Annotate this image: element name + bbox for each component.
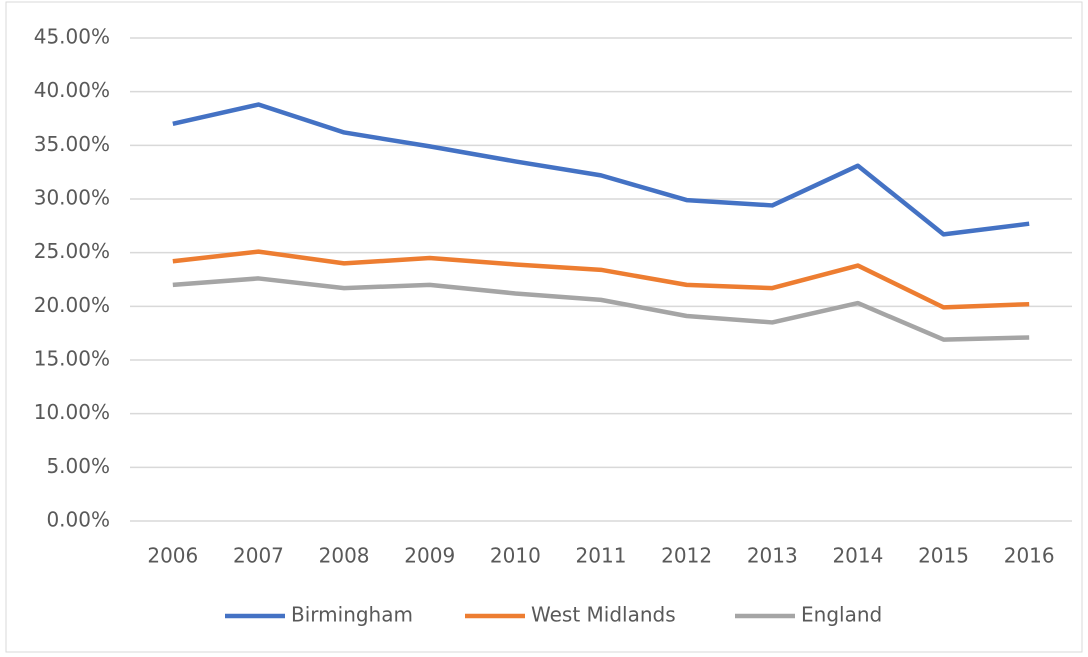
- x-tick-label: 2009: [404, 544, 455, 568]
- series-line: [172, 276, 1030, 342]
- y-tick-label: 0.00%: [46, 508, 110, 532]
- legend-label: West Midlands: [531, 603, 676, 627]
- y-tick-label: 10.00%: [34, 400, 110, 424]
- y-tick-label: 35.00%: [34, 132, 110, 156]
- y-tick-label: 5.00%: [46, 454, 110, 478]
- chart-frame: [5, 1, 1083, 653]
- series-line: [172, 249, 1030, 310]
- x-tick-label: 2015: [918, 544, 969, 568]
- y-tick-label: 45.00%: [34, 25, 110, 49]
- y-tick-label: 15.00%: [34, 347, 110, 371]
- series-line: [172, 102, 1030, 237]
- x-tick-label: 2013: [747, 544, 798, 568]
- x-tick-label: 2010: [490, 544, 541, 568]
- y-tick-label: 30.00%: [34, 186, 110, 210]
- x-tick-label: 2006: [147, 544, 198, 568]
- x-tick-label: 2012: [661, 544, 712, 568]
- legend-label: Birmingham: [291, 603, 413, 627]
- y-tick-label: 40.00%: [34, 78, 110, 102]
- x-tick-label: 2008: [319, 544, 370, 568]
- legend-label: England: [801, 603, 882, 627]
- x-tick-label: 2007: [233, 544, 284, 568]
- y-tick-label: 25.00%: [34, 239, 110, 263]
- x-tick-label: 2011: [576, 544, 627, 568]
- x-tick-label: 2014: [832, 544, 883, 568]
- y-tick-label: 20.00%: [34, 293, 110, 317]
- x-tick-label: 2016: [1004, 544, 1055, 568]
